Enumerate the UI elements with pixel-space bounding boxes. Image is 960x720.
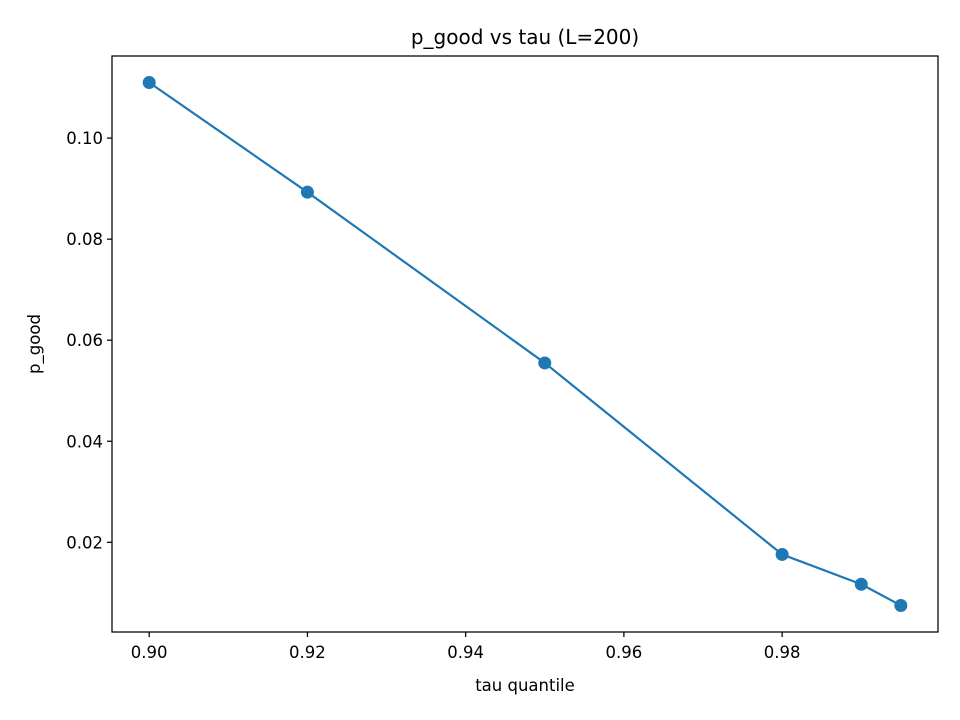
plot-area-frame [111,55,939,633]
x-tick-label: 0.94 [447,643,484,662]
data-point [775,547,789,561]
y-axis-ticks: 0.02 0.04 0.06 0.08 0.10 [66,129,112,552]
series-line [148,81,902,607]
x-tick-label: 0.90 [131,643,168,662]
x-axis-ticks: 0.90 0.92 0.94 0.96 0.98 [131,632,801,662]
y-tick-label: 0.02 [66,533,103,552]
y-axis-label: p_good [25,314,45,374]
data-point [854,577,868,591]
x-tick-label: 0.98 [764,643,801,662]
series-layer [142,76,908,612]
x-tick-label: 0.92 [289,643,326,662]
y-tick-label: 0.04 [66,432,103,451]
chart-title: p_good vs tau (L=200) [411,25,639,49]
data-point [300,185,314,199]
y-tick-label: 0.08 [66,230,103,249]
y-tick-label: 0.06 [66,331,103,350]
y-tick-label: 0.10 [66,129,103,148]
x-tick-label: 0.96 [606,643,643,662]
data-point [142,76,156,90]
data-point [894,598,908,612]
x-axis-label: tau quantile [475,676,575,695]
data-point [538,356,552,370]
